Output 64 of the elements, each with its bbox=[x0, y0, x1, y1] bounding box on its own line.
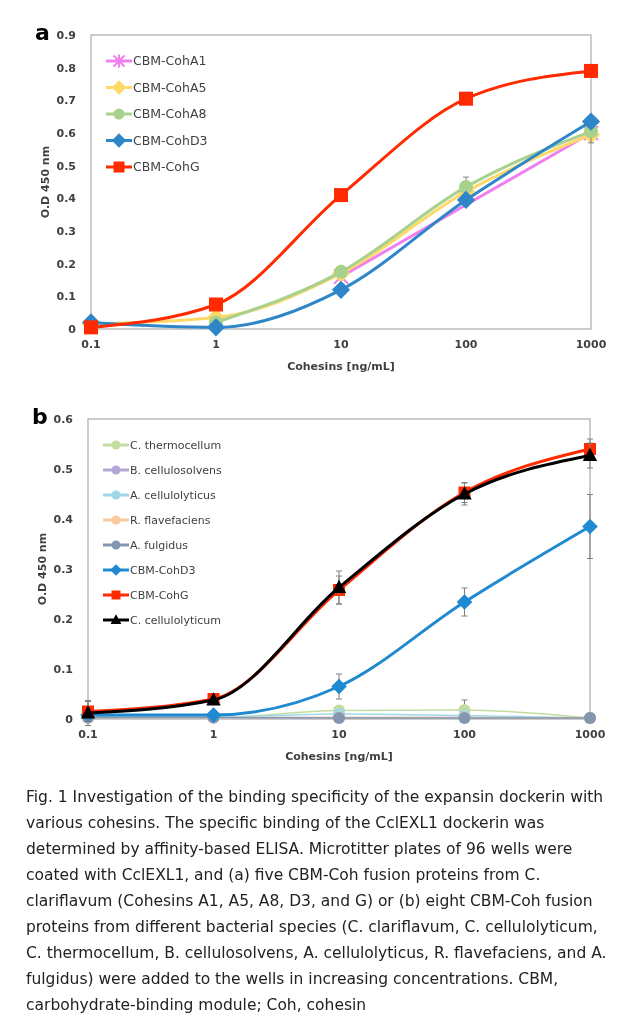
legend-label: C. thermocellum bbox=[130, 438, 222, 452]
legend-label: CBM-CohA5 bbox=[133, 79, 207, 95]
legend-label: A. cellulolyticus bbox=[130, 488, 216, 502]
y-tick-label: 0.1 bbox=[56, 290, 76, 304]
point bbox=[84, 320, 98, 335]
legend-label: CBM-CohG bbox=[133, 159, 200, 175]
point bbox=[331, 280, 351, 299]
point bbox=[581, 112, 601, 131]
legend-label: B. cellulosolvens bbox=[130, 463, 222, 477]
chart-title: a bbox=[35, 20, 50, 45]
y-tick-label: 0.6 bbox=[56, 126, 77, 140]
point bbox=[459, 179, 473, 194]
point bbox=[334, 264, 348, 279]
point bbox=[582, 447, 598, 461]
y-tick-label: 0.7 bbox=[56, 94, 76, 108]
y-tick-label: 0.4 bbox=[56, 192, 77, 206]
point bbox=[459, 91, 473, 106]
x-tick-label: 0.1 bbox=[81, 338, 101, 351]
point bbox=[584, 63, 598, 78]
text: Fig. 1 Investigation of the binding specificity of the expansin dockerin with various cohesins. The specific binding of the CclEXL1 dockerin was determined by affinity-based ELISA. Microtitter plates of 96 wells were coated with CclEXL1, and (a) five CBM-Coh fusion proteins from C. clariflavum (Cohesins A1, A5, A8, D3, and G) or (b) eight CBM-Coh fusion proteins from different bacterial species (C. clariflavum, C. cellulolyticum, C. thermocellum, B. cellulosolvens, A. cellulolyticus, R. flavefaciens, and A. fulgidus) were added to the wells in increasing concentrations. CBM, carbohydrate-binding module; Coh, cohesin bbox=[26, 788, 607, 1014]
point bbox=[333, 267, 349, 287]
y-tick-label: 0 bbox=[68, 322, 77, 336]
x-tick-label: 1 bbox=[209, 728, 218, 741]
point bbox=[205, 707, 222, 723]
x-tick-label: 10 bbox=[333, 338, 349, 351]
y-tick-label: 0.8 bbox=[56, 61, 76, 75]
legend-label: CBM-CohA8 bbox=[133, 106, 207, 122]
y-axis-title: O.D 450 nm bbox=[39, 145, 52, 219]
point bbox=[331, 678, 347, 695]
y-axis-title: O.D 450 nm bbox=[36, 532, 49, 606]
legend-label: R. flavefaciens bbox=[130, 513, 211, 527]
point bbox=[456, 190, 476, 210]
y-tick-label: 0.5 bbox=[53, 462, 73, 476]
y-tick-label: 0.9 bbox=[56, 28, 76, 42]
legend-label: C. cellulolyticum bbox=[130, 613, 222, 627]
x-tick-label: 10 bbox=[331, 728, 347, 741]
y-tick-label: 0 bbox=[65, 712, 74, 726]
point bbox=[209, 297, 223, 312]
x-tick-label: 1000 bbox=[574, 728, 606, 741]
point bbox=[456, 594, 473, 610]
point bbox=[334, 188, 348, 203]
chart-title: b bbox=[32, 404, 48, 429]
legend-label: A. fulgidus bbox=[130, 538, 189, 552]
point bbox=[582, 518, 598, 535]
y-tick-label: 0.1 bbox=[53, 662, 73, 676]
y-tick-label: 0.2 bbox=[53, 612, 73, 626]
x-axis-title: Cohesins [ng/mL] bbox=[287, 360, 395, 373]
x-tick-label: 1 bbox=[212, 338, 220, 351]
x-tick-label: 1000 bbox=[575, 338, 607, 351]
x-tick-label: 100 bbox=[453, 728, 477, 741]
legend-label: CBM-CohG bbox=[130, 588, 189, 602]
legend-label: CBM-CohA1 bbox=[133, 53, 207, 69]
y-tick-label: 0.3 bbox=[56, 224, 76, 238]
y-tick-label: 0.6 bbox=[53, 412, 74, 426]
legend-label: CBM-CohD3 bbox=[133, 132, 208, 148]
legend-label: CBM-CohD3 bbox=[130, 563, 196, 577]
y-tick-label: 0.5 bbox=[56, 159, 76, 173]
x-tick-label: 100 bbox=[454, 338, 478, 351]
y-tick-label: 0.3 bbox=[53, 562, 73, 576]
x-tick-label: 0.1 bbox=[78, 728, 98, 741]
x-axis-title: Cohesins [ng/mL] bbox=[285, 750, 393, 763]
y-tick-label: 0.4 bbox=[53, 512, 74, 526]
y-tick-label: 0.2 bbox=[56, 257, 76, 271]
point bbox=[206, 318, 226, 337]
